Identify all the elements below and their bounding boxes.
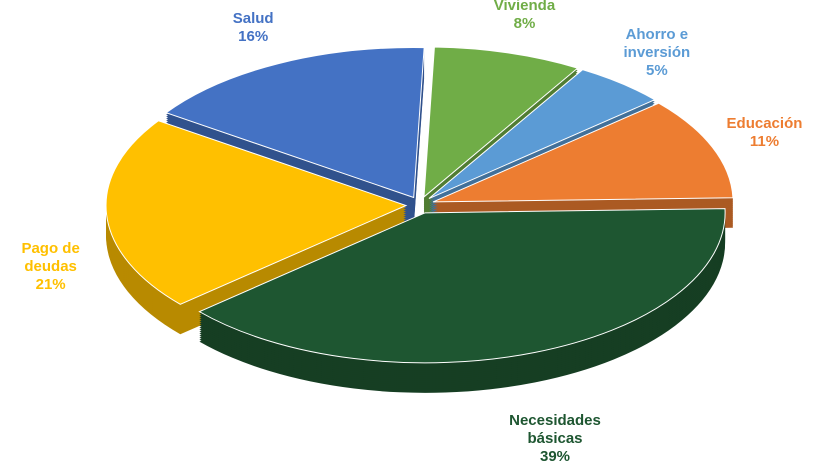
category-label: Educación [726, 114, 803, 132]
value-label: 8% [513, 15, 536, 33]
slice-label: Salud 16% [198, 10, 308, 46]
value-label: 39% [539, 448, 571, 466]
slice [198, 208, 726, 364]
value-label: 5% [645, 61, 668, 79]
slice-label: Vivienda 8% [469, 0, 579, 33]
slice [423, 46, 579, 199]
category-label: Ahorro e inversión [623, 25, 691, 61]
value-label: 11% [749, 132, 780, 150]
value-label: 16% [238, 28, 269, 46]
slice-label: Ahorro e inversión 5% [602, 26, 712, 80]
category-label: Vivienda [493, 0, 556, 15]
slice [165, 47, 425, 199]
slice [428, 69, 656, 200]
category-label: Pago de deudas [21, 239, 80, 275]
slice-label: Educación 11% [709, 115, 819, 151]
slice-label: Necesidades básicas 39% [500, 412, 610, 466]
slice [105, 120, 408, 305]
value-label: 21% [35, 275, 66, 293]
category-label: Salud [232, 10, 274, 28]
slice-label: Pago de deudas 21% [0, 240, 106, 294]
slice [432, 102, 734, 203]
category-label: Necesidades básicas [509, 412, 601, 448]
